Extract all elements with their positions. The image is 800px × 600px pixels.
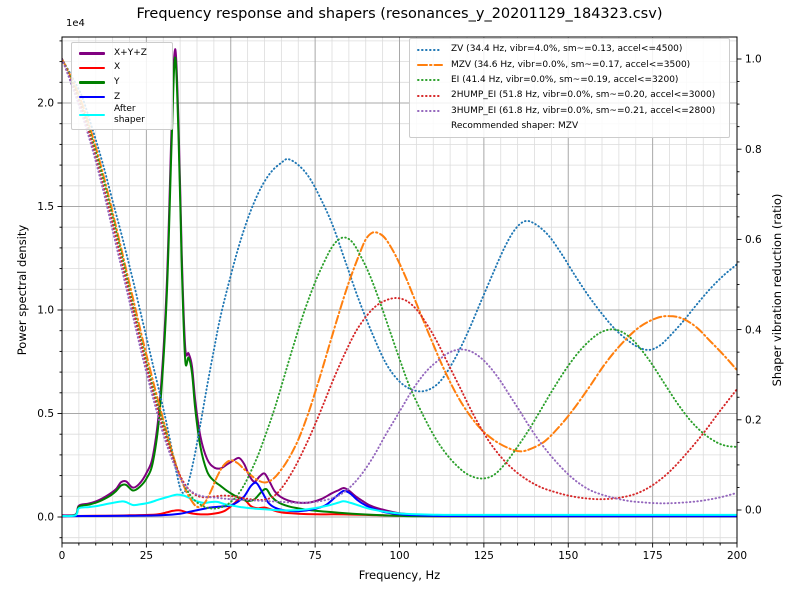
legend-item-3hump-ei: 3HUMP_EI (61.8 Hz, vibr=0.0%, sm~=0.21, … [417, 104, 722, 119]
legend-item-after-shaper: After shaper [79, 104, 164, 126]
legend-item-x-y-z: X+Y+Z [79, 46, 164, 61]
y-right-tick-label: 0.2 [745, 415, 762, 427]
x-tick-label: 200 [727, 550, 747, 562]
legend-item-label: After shaper [114, 104, 145, 126]
x-tick-label: 175 [643, 550, 663, 562]
legend-item-label: 2HUMP_EI (51.8 Hz, vibr=0.0%, sm~=0.20, … [451, 90, 716, 101]
legend-item-label: X [114, 62, 121, 73]
tick-labels: 0 25 50 75 100 125 150 175 200 0.0 0.5 1.0 1.5 2.0 0.0… [37, 54, 762, 562]
x-tick-label: 125 [474, 550, 494, 562]
legend-item-label: ZV (34.4 Hz, vibr=4.0%, sm~=0.13, accel<… [451, 44, 683, 55]
psd-curve-after-shaper [62, 493, 737, 518]
legend-item-label: MZV (34.6 Hz, vibr=0.0%, sm~=0.17, accel… [451, 59, 691, 70]
legend-line-swatch [417, 64, 443, 67]
legend-line-swatch [417, 79, 443, 82]
legend-item-mzv: MZV (34.6 Hz, vibr=0.0%, sm~=0.17, accel… [417, 57, 722, 72]
y-right-tick-label: 0.4 [745, 324, 762, 336]
psd-curve-y [62, 56, 737, 518]
x-axis-label: Frequency, Hz [358, 568, 441, 582]
psd-legend: X+Y+Z X Y Z After shaper [71, 42, 173, 130]
x-tick-label: 25 [140, 550, 153, 562]
legend-line-swatch [79, 95, 105, 99]
y-right-axis-label: Shaper vibration reduction (ratio) [770, 193, 784, 387]
y-left-axis-label: Power spectral density [15, 224, 29, 356]
legend-item-y: Y [79, 75, 164, 90]
legend-item-label: X+Y+Z [114, 47, 147, 58]
shaper-curve-2hump-ei [62, 58, 737, 501]
y-right-tick-label: 0.0 [745, 505, 762, 517]
shaper-curve-mzv [62, 58, 737, 509]
x-tick-label: 0 [59, 550, 66, 562]
legend-item-ei: EI (41.4 Hz, vibr=0.0%, sm~=0.19, accel<… [417, 73, 722, 88]
chart-title: Frequency response and shapers (resonanc… [136, 6, 663, 22]
y-left-tick-label: 1.0 [37, 305, 54, 317]
recommended-shaper-note: Recommended shaper: MZV [451, 121, 579, 132]
legend-item-label: Y [114, 77, 120, 88]
legend-line-swatch [417, 48, 443, 51]
legend-line-swatch [417, 110, 443, 113]
series-layer [62, 48, 737, 518]
legend-item-label: Z [114, 91, 121, 102]
legend-line-swatch [79, 81, 105, 84]
x-tick-label: 50 [224, 550, 237, 562]
y-left-tick-label: 0.5 [37, 408, 54, 420]
axis-ticks [57, 40, 742, 548]
x-tick-label: 75 [308, 550, 321, 562]
legend-line-swatch [417, 94, 443, 97]
y-left-tick-label: 1.5 [37, 201, 54, 213]
y-left-offset-label: 1e4 [66, 18, 85, 29]
legend-line-swatch [79, 66, 105, 70]
y-left-tick-label: 2.0 [37, 98, 54, 110]
shaper-curve-3hump-ei [62, 58, 737, 505]
legend-line-swatch [79, 113, 105, 117]
y-right-tick-label: 1.0 [745, 54, 762, 66]
legend-item-zv: ZV (34.4 Hz, vibr=4.0%, sm~=0.13, accel<… [417, 42, 722, 57]
shaper-curve-zv [62, 58, 737, 494]
y-right-tick-label: 0.8 [745, 144, 762, 156]
legend-item-label: EI (41.4 Hz, vibr=0.0%, sm~=0.19, accel<… [451, 75, 679, 86]
legend-item-z: Z [79, 90, 164, 105]
legend-item-x: X [79, 61, 164, 76]
legend-item-2hump-ei: 2HUMP_EI (51.8 Hz, vibr=0.0%, sm~=0.20, … [417, 88, 722, 103]
x-tick-label: 100 [389, 550, 409, 562]
legend-item-label: 3HUMP_EI (61.8 Hz, vibr=0.0%, sm~=0.21, … [451, 105, 716, 116]
legend-line-swatch [79, 52, 105, 55]
y-left-tick-label: 0.0 [37, 512, 54, 524]
x-tick-label: 150 [558, 550, 578, 562]
shaper-legend: ZV (34.4 Hz, vibr=4.0%, sm~=0.13, accel<… [409, 38, 730, 139]
psd-curve-x-y-z [62, 48, 737, 518]
y-right-tick-label: 0.6 [745, 234, 762, 246]
